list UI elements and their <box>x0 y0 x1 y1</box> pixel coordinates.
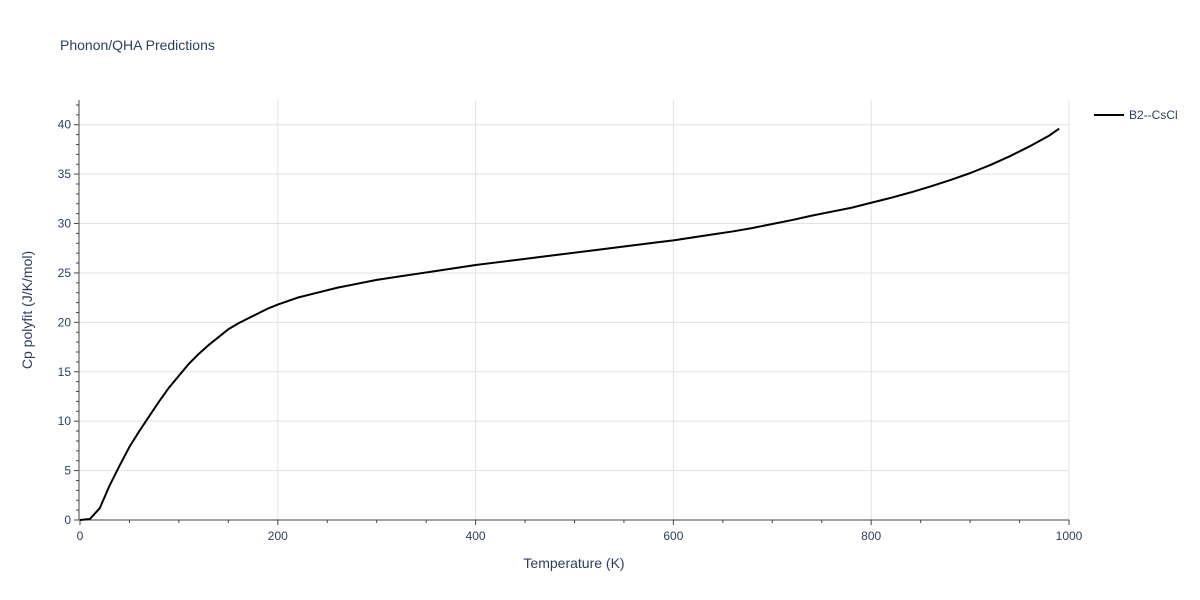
y-tick-label: 5 <box>64 464 71 478</box>
gridlines <box>80 100 1070 520</box>
x-tick-label: 600 <box>663 529 683 543</box>
y-tick-label: 40 <box>58 118 72 132</box>
x-axis-title: Temperature (K) <box>523 555 624 571</box>
y-tick-label: 20 <box>58 315 72 329</box>
y-axis-ticks: 0 5 10 15 20 25 30 35 40 <box>58 104 79 527</box>
x-tick-label: 800 <box>861 529 881 543</box>
axes <box>78 100 1069 521</box>
x-tick-label: 200 <box>268 529 288 543</box>
chart-title: Phonon/QHA Predictions <box>60 37 215 53</box>
y-tick-label: 25 <box>58 266 72 280</box>
y-axis-title: Cp polyfit (J/K/mol) <box>19 251 35 369</box>
series-line-0[interactable] <box>79 127 1060 521</box>
legend[interactable]: B2--CsCl <box>1094 108 1178 122</box>
x-tick-label: 400 <box>466 529 486 543</box>
x-axis-ticks: 0 200 400 600 800 1000 <box>77 520 1083 543</box>
y-tick-label: 10 <box>58 414 72 428</box>
y-tick-label: 30 <box>58 217 72 231</box>
y-tick-label: 15 <box>58 365 72 379</box>
series-group <box>79 127 1060 521</box>
x-tick-label: 1000 <box>1056 529 1083 543</box>
x-tick-label: 0 <box>77 529 84 543</box>
legend-label: B2--CsCl <box>1129 108 1178 122</box>
y-tick-label: 35 <box>58 167 72 181</box>
y-tick-label: 0 <box>64 513 71 527</box>
